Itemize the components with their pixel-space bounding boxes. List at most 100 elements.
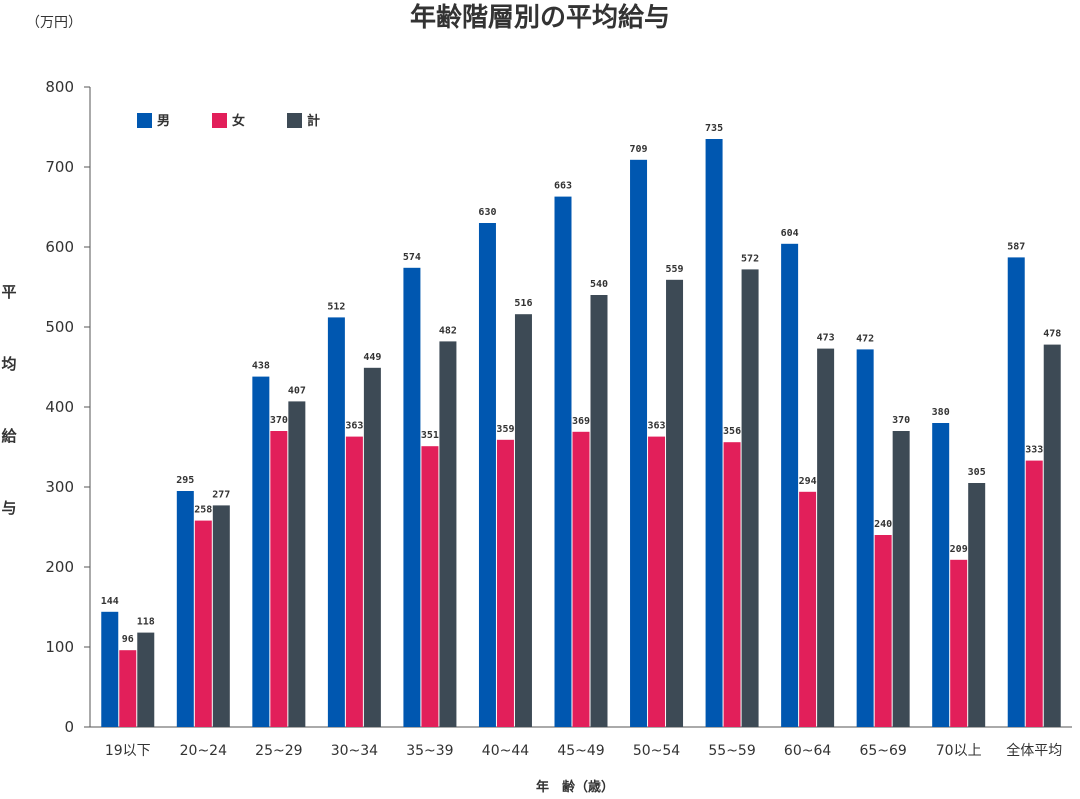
bar-女-30~34	[345, 436, 363, 727]
bar-value-label: 540	[590, 279, 608, 290]
legend-swatch	[137, 113, 152, 128]
bar-value-label: 380	[932, 407, 950, 418]
legend-label: 女	[232, 113, 245, 129]
bar-value-label: 478	[1043, 329, 1061, 340]
bar-value-label: 512	[327, 301, 345, 312]
y-tick-label: 400	[45, 398, 74, 416]
legend-label: 男	[157, 114, 170, 129]
x-tick-label: 60~64	[784, 743, 831, 759]
bar-女-25~29	[270, 431, 288, 727]
y-tick-label: 200	[45, 558, 74, 576]
bar-value-label: 482	[439, 325, 457, 336]
x-tick-label: 全体平均	[1006, 742, 1062, 759]
bar-男-65~69	[856, 349, 874, 727]
y-axis-label-char: 給	[1, 427, 17, 445]
bar-value-label: 363	[345, 421, 363, 432]
y-tick-label: 500	[45, 318, 74, 336]
bar-計-55~59	[741, 269, 759, 727]
y-axis: 0 100 200 300 400 500 600 700 800	[45, 78, 91, 736]
bar-女-19以下	[119, 650, 137, 727]
bar-value-label: 277	[212, 489, 230, 500]
bar-男-20~24	[176, 491, 194, 727]
y-tick-label: 300	[45, 478, 74, 496]
legend-swatch	[287, 113, 302, 128]
bar-value-label: 572	[741, 253, 759, 264]
bar-女-45~49	[572, 431, 590, 727]
bar-計-35~39	[439, 341, 457, 727]
x-tick-label: 30~34	[331, 743, 378, 759]
bar-value-label: 356	[723, 426, 741, 437]
legend-label: 計	[307, 113, 320, 129]
legend-swatch	[212, 113, 227, 128]
bar-value-label: 438	[252, 361, 270, 372]
y-tick-label: 700	[45, 158, 74, 176]
bar-男-70以上	[932, 423, 950, 727]
bar-女-60~64	[799, 491, 817, 727]
bar-value-label: 630	[478, 207, 496, 218]
x-tick-label: 45~49	[557, 743, 604, 759]
x-tick-label: 40~44	[482, 743, 529, 759]
bar-計-19以下	[137, 632, 155, 727]
bar-value-label: 96	[122, 634, 134, 645]
bar-計-30~34	[363, 367, 381, 727]
bar-value-label: 735	[705, 123, 723, 134]
x-tick-label: 20~24	[180, 743, 227, 759]
x-tick-label: 35~39	[406, 743, 453, 759]
bar-男-55~59	[705, 139, 723, 727]
y-axis-label-char: 均	[1, 355, 16, 373]
bar-男-25~29	[252, 376, 270, 727]
bar-value-label: 370	[892, 415, 910, 426]
y-tick-label: 0	[64, 718, 74, 736]
bar-男-50~54	[630, 159, 648, 728]
x-tick-label: 50~54	[633, 743, 680, 759]
y-axis-label-char: 与	[1, 499, 16, 517]
x-tick-label: 65~69	[859, 743, 906, 759]
bar-計-25~29	[288, 401, 306, 727]
bar-女-35~39	[421, 446, 439, 727]
bar-value-label: 574	[403, 252, 421, 263]
bar-計-70以上	[968, 483, 986, 727]
bar-value-label: 472	[856, 333, 874, 344]
x-tick-label: 55~59	[708, 743, 755, 759]
bar-value-label: 663	[554, 181, 572, 192]
x-tick-label: 19以下	[105, 743, 151, 759]
chart-title: 年齢階層別の平均給与	[410, 2, 670, 33]
bar-value-label: 118	[137, 617, 155, 628]
bar-計-50~54	[666, 279, 684, 727]
bar-女-全体平均	[1025, 460, 1043, 727]
bar-計-65~69	[892, 431, 910, 727]
unit-label: （万円）	[26, 15, 82, 31]
y-axis-label: 平均給与	[1, 283, 17, 517]
bar-女-55~59	[723, 442, 741, 727]
y-tick-label: 800	[45, 78, 74, 96]
bar-value-label: 604	[781, 228, 799, 239]
bar-女-65~69	[874, 535, 892, 727]
bar-value-label: 359	[496, 424, 514, 435]
bar-value-label: 305	[968, 467, 986, 478]
bar-value-label: 333	[1025, 445, 1043, 456]
bar-男-60~64	[781, 243, 799, 728]
bar-value-label: 473	[817, 333, 835, 344]
bar-value-label: 559	[666, 264, 684, 275]
bar-男-30~34	[327, 317, 345, 727]
bar-男-35~39	[403, 267, 421, 727]
bar-value-label: 144	[101, 596, 119, 607]
bar-value-label: 240	[874, 519, 892, 530]
y-tick-label: 600	[45, 238, 74, 256]
bar-男-40~44	[478, 223, 496, 727]
bar-value-label: 587	[1007, 241, 1025, 252]
bar-value-label: 295	[176, 475, 194, 486]
bar-value-label: 516	[514, 298, 532, 309]
bar-value-label: 294	[799, 476, 817, 487]
bar-男-全体平均	[1007, 257, 1025, 727]
bar-男-45~49	[554, 196, 572, 728]
bar-value-label: 370	[270, 415, 288, 426]
bar-女-70以上	[950, 559, 968, 727]
y-axis-label-char: 平	[1, 283, 16, 301]
x-axis-label: 年 齢（歳）	[536, 779, 614, 795]
bar-計-全体平均	[1043, 344, 1061, 727]
bar-女-50~54	[648, 436, 666, 727]
bar-計-40~44	[514, 314, 532, 727]
